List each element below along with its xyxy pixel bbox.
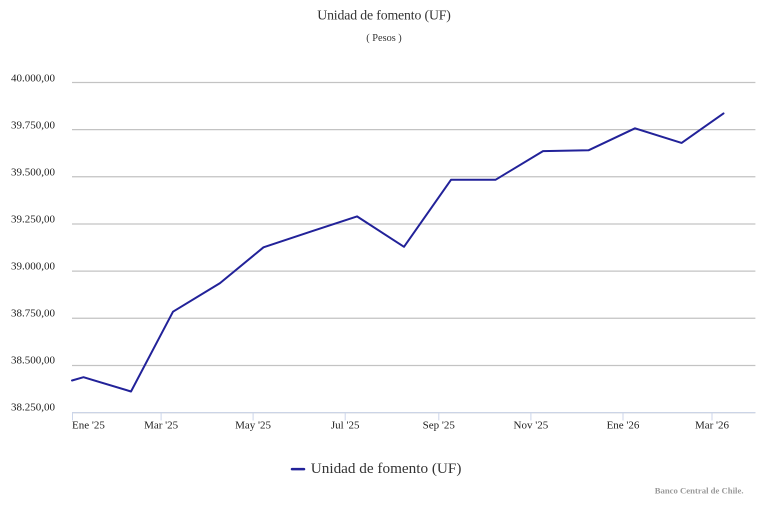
svg-text:Ene '26: Ene '26 — [607, 420, 640, 432]
svg-text:Unidad de fomento (UF): Unidad de fomento (UF) — [311, 460, 462, 477]
svg-text:38.500,00: 38.500,00 — [11, 354, 56, 366]
svg-text:May '25: May '25 — [235, 420, 271, 432]
svg-text:Unidad de fomento (UF): Unidad de fomento (UF) — [317, 7, 451, 23]
svg-text:40.000,00: 40.000,00 — [11, 72, 56, 84]
svg-text:Ene '25: Ene '25 — [72, 420, 105, 432]
svg-text:39.000,00: 39.000,00 — [11, 260, 56, 272]
svg-text:39.500,00: 39.500,00 — [11, 166, 56, 178]
svg-text:39.250,00: 39.250,00 — [11, 213, 56, 225]
svg-text:Nov '25: Nov '25 — [514, 420, 549, 432]
svg-text:Sep '25: Sep '25 — [423, 420, 456, 432]
svg-text:Banco Central de Chile.: Banco Central de Chile. — [655, 486, 744, 496]
svg-text:38.750,00: 38.750,00 — [11, 307, 56, 319]
svg-text:Mar '25: Mar '25 — [144, 420, 179, 432]
svg-text:Jul '25: Jul '25 — [331, 420, 360, 432]
svg-text:39.750,00: 39.750,00 — [11, 119, 56, 131]
svg-text:( Pesos ): ( Pesos ) — [366, 33, 401, 44]
svg-text:38.250,00: 38.250,00 — [11, 402, 56, 414]
svg-text:Mar '26: Mar '26 — [695, 420, 730, 432]
